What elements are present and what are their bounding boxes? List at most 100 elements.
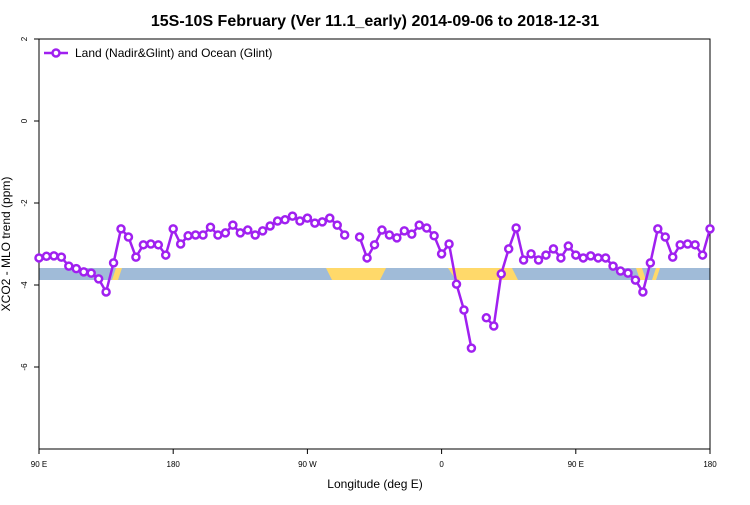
y-tick-label: -4	[20, 281, 29, 289]
point	[101, 287, 111, 297]
point	[511, 223, 521, 233]
land-band	[326, 268, 386, 280]
point	[690, 240, 700, 250]
x-axis-label: Longitude (deg E)	[327, 477, 422, 491]
point	[272, 216, 283, 226]
point	[265, 221, 275, 231]
point	[585, 251, 596, 261]
point	[93, 274, 104, 284]
point	[667, 252, 678, 262]
point	[175, 239, 186, 249]
point	[41, 251, 52, 262]
point	[198, 230, 208, 240]
point	[287, 211, 298, 221]
point	[56, 252, 67, 262]
point	[593, 253, 603, 263]
point	[660, 232, 671, 242]
point	[250, 230, 260, 240]
point	[220, 228, 231, 238]
x-tick-label: 180	[167, 460, 181, 469]
point	[138, 240, 149, 250]
point	[541, 250, 551, 260]
point	[675, 240, 685, 250]
point	[64, 261, 74, 271]
point	[257, 226, 268, 236]
point	[310, 218, 320, 228]
point	[78, 267, 89, 277]
land-band	[636, 268, 646, 280]
point	[407, 229, 417, 239]
chart-title: 15S-10S February (Ver 11.1_early) 2014-0…	[151, 13, 599, 30]
point	[429, 231, 439, 241]
point	[578, 253, 589, 263]
point	[496, 269, 506, 279]
series-line	[38, 214, 712, 349]
surface-band	[39, 268, 710, 280]
point	[444, 239, 454, 249]
point	[556, 253, 566, 263]
point	[518, 255, 529, 265]
point	[571, 250, 581, 260]
point	[392, 233, 402, 243]
y-axis-label: XCO2 - MLO trend (ppm)	[0, 177, 13, 312]
point	[71, 263, 82, 274]
point	[213, 230, 223, 240]
point	[489, 321, 499, 331]
land-band	[112, 268, 122, 280]
point	[339, 230, 350, 240]
point	[123, 232, 134, 242]
point	[436, 249, 447, 259]
point	[302, 213, 313, 223]
point	[153, 240, 164, 250]
legend-marker	[51, 48, 61, 58]
point	[623, 268, 633, 278]
point	[638, 287, 648, 297]
point	[705, 224, 715, 234]
point	[108, 258, 119, 268]
point	[280, 215, 290, 225]
point	[205, 222, 216, 232]
point	[354, 232, 365, 242]
x-tick-label: 180	[703, 460, 717, 469]
x-tick-label: 90 E	[31, 460, 47, 469]
point	[369, 240, 380, 250]
point	[414, 220, 424, 230]
point	[526, 249, 536, 259]
point	[481, 313, 492, 323]
point	[608, 261, 618, 271]
point	[131, 252, 141, 262]
point	[615, 266, 626, 276]
point	[243, 225, 253, 235]
point	[228, 220, 238, 230]
point	[49, 251, 59, 261]
point	[563, 241, 574, 251]
point	[377, 225, 387, 235]
land-band	[652, 268, 660, 280]
x-tick-label: 90 W	[298, 460, 317, 469]
point	[630, 275, 641, 285]
point	[168, 224, 178, 234]
point	[399, 226, 410, 236]
x-tick-label: 0	[439, 460, 444, 469]
plot-frame	[38, 38, 711, 450]
point	[295, 216, 305, 226]
y-tick-label: 2	[20, 36, 29, 41]
point	[503, 244, 514, 254]
point	[317, 217, 328, 227]
point	[384, 230, 395, 240]
legend-label: Land (Nadir&Glint) and Ocean (Glint)	[75, 46, 272, 60]
point	[332, 220, 342, 230]
point	[548, 244, 559, 254]
point	[146, 239, 156, 249]
y-tick-label: 0	[20, 118, 29, 123]
point	[653, 224, 663, 234]
point	[645, 258, 656, 268]
point	[682, 239, 693, 249]
point	[34, 253, 44, 263]
point	[466, 343, 477, 353]
point	[362, 253, 372, 263]
x-tick-label: 90 E	[568, 460, 584, 469]
point	[190, 230, 201, 240]
point	[86, 268, 96, 278]
